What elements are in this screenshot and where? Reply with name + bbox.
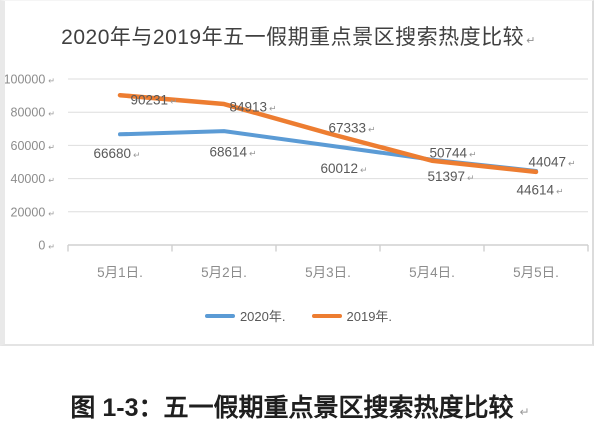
y-axis-tick-label: 0 ↵ xyxy=(38,239,55,253)
embedded-chart-object[interactable]: 2020年与2019年五一假期重点景区搜索热度比较 ↵ 0 ↵ 20000 ↵ 40000… xyxy=(0,0,594,346)
data-label-2020年: 44614 ↵ xyxy=(516,182,563,197)
legend-item-2020: 2020年. xyxy=(204,306,286,325)
chart-legend: 2020年. 2019年. xyxy=(5,306,592,325)
y-axis-tick-label: 80000 ↵ xyxy=(11,106,55,120)
series-line-2019年 xyxy=(117,92,539,175)
legend-label-2020: 2020年. xyxy=(239,309,286,324)
chart-title: 2020年与2019年五一假期重点景区搜索热度比较 ↵ xyxy=(5,21,592,51)
x-axis-category-label: 5月1日. xyxy=(97,265,143,280)
y-axis-tick-label: 100000 ↵ xyxy=(5,73,55,87)
legend-line-swatch-2019 xyxy=(311,313,342,318)
x-axis-category-label: 5月3日. xyxy=(305,265,351,280)
x-axis-category-label: 5月4日. xyxy=(409,265,455,280)
line-chart: 0 ↵ 20000 ↵ 40000 ↵ 60000 ↵ 80000 ↵ 100000 ↵ 5月1日. 5月… xyxy=(5,73,589,280)
y-axis-tick-label: 40000 ↵ xyxy=(11,172,55,186)
paragraph-mark-icon: ↵ xyxy=(519,405,530,419)
chart-title-text: 2020年与2019年五一假期重点景区搜索热度比较 xyxy=(61,26,525,49)
data-label-2019年: 67333 ↵ xyxy=(328,121,375,136)
data-label-2019年: 44047 ↵ xyxy=(528,154,575,169)
x-axis-category-label: 5月2日. xyxy=(201,265,247,280)
data-label-2019年: 90231 ↵ xyxy=(130,93,177,108)
x-axis-category-label: 5月5日. xyxy=(513,265,559,280)
y-axis-tick-label: 20000 ↵ xyxy=(11,205,55,219)
legend-label-2019: 2019年. xyxy=(346,309,393,324)
data-label-2019年: 84913 ↵ xyxy=(229,100,276,115)
data-label-2020年: 60012 ↵ xyxy=(320,161,367,176)
data-label-2020年: 68614 ↵ xyxy=(209,145,256,160)
figure-caption: 图 1-3：五一假期重点景区搜索热度比较 ↵ xyxy=(0,388,600,424)
figure-caption-text: 图 1-3：五一假期重点景区搜索热度比较 xyxy=(70,394,514,422)
data-label-2019年: 50744 ↵ xyxy=(429,145,476,160)
paragraph-mark-icon: ↵ xyxy=(526,35,536,47)
legend-line-swatch-2020 xyxy=(204,313,235,318)
data-label-2020年: 51397 ↵ xyxy=(427,169,474,184)
legend-item-2019: 2019年. xyxy=(311,306,393,325)
data-label-2020年: 66680 ↵ xyxy=(93,146,140,161)
y-axis-tick-label: 60000 ↵ xyxy=(11,139,55,153)
